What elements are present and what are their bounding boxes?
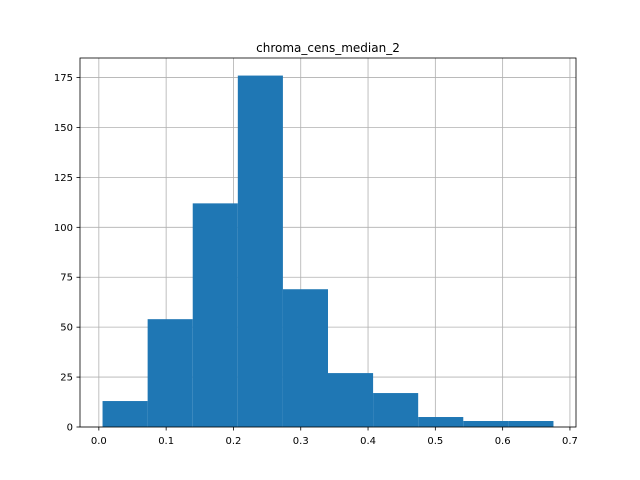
histogram-bar-8 [463,421,509,427]
x-tick-label-4: 0.4 [360,436,376,447]
y-tick-label-1: 25 [60,373,73,384]
histogram-bar-1 [147,319,193,427]
y-tick-label-6: 150 [54,123,73,134]
y-tick-label-0: 0 [67,423,73,434]
y-tick-label-4: 100 [54,223,73,234]
x-tick-label-1: 0.1 [158,436,174,447]
histogram-bar-4 [282,289,328,427]
plot-frame [79,57,577,428]
histogram-bar-2 [192,203,238,427]
histogram-bar-0 [102,401,148,427]
histogram-bar-3 [237,75,283,428]
x-tick-label-3: 0.3 [293,436,309,447]
y-axis: 0 25 50 75 100 125 150 175 [54,73,80,434]
histogram-bars [102,75,554,428]
chart-title: chroma_cens_median_2 [256,41,400,55]
histogram-bar-5 [328,373,374,427]
histogram-bar-9 [508,421,554,427]
x-tick-label-6: 0.6 [495,436,511,447]
x-tick-label-0: 0.0 [91,436,107,447]
y-tick-label-5: 125 [54,173,73,184]
x-tick-label-5: 0.5 [427,436,443,447]
histogram-bar-6 [373,393,419,427]
y-tick-label-2: 50 [60,323,73,334]
x-tick-label-2: 0.2 [225,436,241,447]
x-tick-label-7: 0.7 [562,436,578,447]
y-tick-label-3: 75 [60,273,73,284]
histogram-bar-7 [418,417,464,427]
y-tick-label-7: 175 [54,73,73,84]
x-axis: 0.0 0.1 0.2 0.3 0.4 0.5 0.6 0.7 [91,427,578,447]
